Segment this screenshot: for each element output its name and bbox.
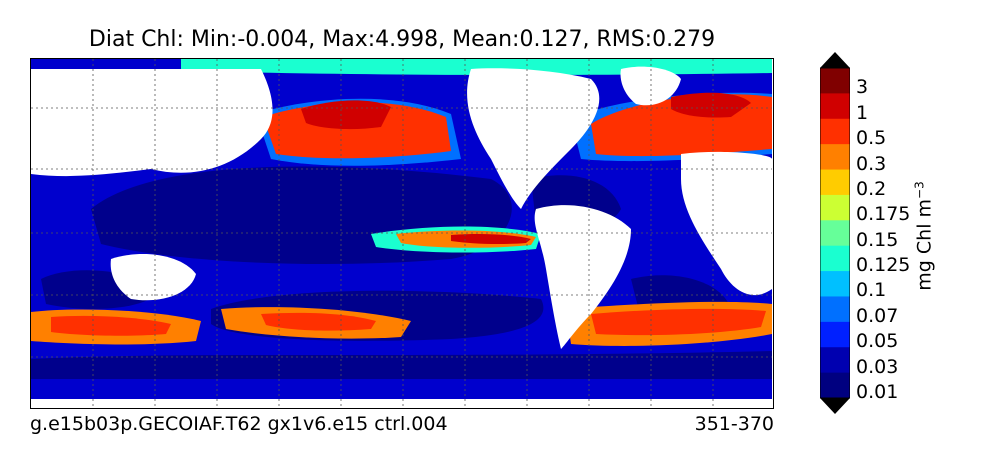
colorbar-swatch	[820, 372, 850, 399]
colorbar-swatch	[820, 118, 850, 145]
colorbar-swatches	[820, 68, 850, 399]
colorbar-tick-label: 0.3	[856, 152, 887, 175]
map-panel	[30, 58, 774, 409]
colorbar-tick-label: 0.2	[856, 177, 887, 200]
colorbar-tick-label: 0.07	[856, 304, 899, 327]
equatorial-core	[451, 234, 531, 245]
colorbar-swatch	[820, 93, 850, 120]
unit-text: mg Chl m−3	[912, 181, 935, 290]
colorbar-tick-label: 0.175	[856, 203, 911, 226]
land-eurasia	[31, 69, 273, 177]
colorbar-tick-label: 3	[856, 76, 869, 99]
gridlines	[31, 59, 772, 407]
southern-atlantic-core	[591, 308, 766, 336]
colorbar-outline	[820, 67, 850, 399]
colorbar-under-triangle	[820, 398, 850, 414]
unit-exponent: −3	[912, 181, 927, 199]
colorbar-tick-label: 0.1	[856, 279, 887, 302]
colorbar-over-triangle	[820, 52, 850, 68]
colorbar-tick-label: 0.15	[856, 228, 899, 251]
colorbar-tick-label: 0.05	[856, 330, 899, 353]
land-australia	[110, 254, 196, 301]
colorbar-tick-label: 1	[856, 101, 869, 124]
colorbar-swatch	[820, 194, 850, 221]
colorbar-swatch	[820, 68, 850, 94]
north-pacific-core	[301, 100, 391, 130]
colorbar-swatch	[820, 321, 850, 348]
land-north-america	[467, 68, 600, 209]
north-atlantic-core	[671, 92, 751, 118]
southern-pacific-core	[261, 312, 376, 331]
colorbar-tick-label: 0.01	[856, 381, 899, 403]
colorbar-swatch	[820, 220, 850, 247]
colorbar-swatch	[820, 245, 850, 272]
southern-indian-core	[51, 315, 171, 336]
colorbar	[820, 52, 850, 414]
case-name-label: g.e15b03p.GECOIAF.T62 gx1v6.e15 ctrl.004	[30, 413, 448, 435]
colorbar-swatch	[820, 296, 850, 323]
colorbar-swatch	[820, 144, 850, 171]
colorbar-swatch	[820, 169, 850, 196]
colorbar-swatch	[820, 271, 850, 297]
chlorophyll-map	[31, 59, 772, 407]
land-africa	[681, 151, 772, 296]
land-antarctica	[31, 399, 772, 407]
colorbar-swatch	[820, 347, 850, 374]
unit-base: mg Chl m	[913, 198, 936, 291]
colorbar-labels: 3 1 0.5 0.3 0.2 0.175 0.15 0.125 0.1 0.07 0.05 0.03…	[856, 0, 926, 464]
land-south-america	[534, 205, 631, 349]
year-range-label: 351-370	[694, 413, 774, 435]
colorbar-tick-label: 0.5	[856, 127, 887, 150]
colorbar-tick-label: 0.125	[856, 254, 911, 277]
southern-deep-band	[31, 351, 772, 379]
plot-title: Diat Chl: Min:-0.004, Max:4.998, Mean:0.…	[88, 27, 716, 52]
colorbar-tick-label: 0.03	[856, 355, 899, 378]
